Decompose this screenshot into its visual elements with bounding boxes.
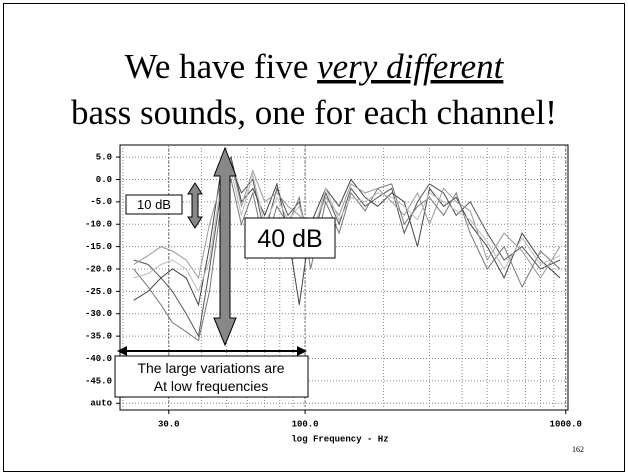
series-line [133,159,561,280]
annotation-box [244,217,336,259]
annotation-box [114,355,309,398]
y-tick-label: -25.0 [85,287,112,297]
x-tick-label: 100.0 [292,419,319,429]
title-line-2: bass sounds, one for each channel! [71,93,557,132]
y-tick-label: auto [90,399,112,409]
arrow [213,146,237,347]
x-axis-label: log Frequency - Hz [291,434,388,444]
title-line-1: We have five very different [125,47,505,86]
series-line [133,169,561,293]
y-tick-label: -30.0 [85,309,112,319]
annotation: At low frequencies [154,378,268,394]
y-tick-label: -10.0 [85,220,112,230]
y-tick-label: -15.0 [85,242,112,252]
y-tick-label: -35.0 [85,332,112,342]
y-tick-label: -40.0 [85,354,112,364]
annotation: 10 dB [137,197,171,212]
y-tick-label: -45.0 [85,376,112,386]
y-tick-label: 0.0 [96,175,112,185]
annotation-box [125,194,183,215]
annotation: 40 dB [257,225,322,253]
y-tick-label: -5.0 [90,197,112,207]
x-tick-label: 30.0 [158,419,180,429]
x-tick-label: 1000.0 [550,419,582,429]
y-tick-label: -20.0 [85,264,112,274]
series-line [133,164,561,338]
y-tick-label: 5.0 [96,152,112,162]
annotation: The large variations are [137,360,284,376]
page-number: 162 [572,445,584,454]
arrow [187,182,203,229]
title-emphasis: very different [317,47,505,86]
series-line [133,177,561,342]
title-part: We have five [125,47,309,86]
